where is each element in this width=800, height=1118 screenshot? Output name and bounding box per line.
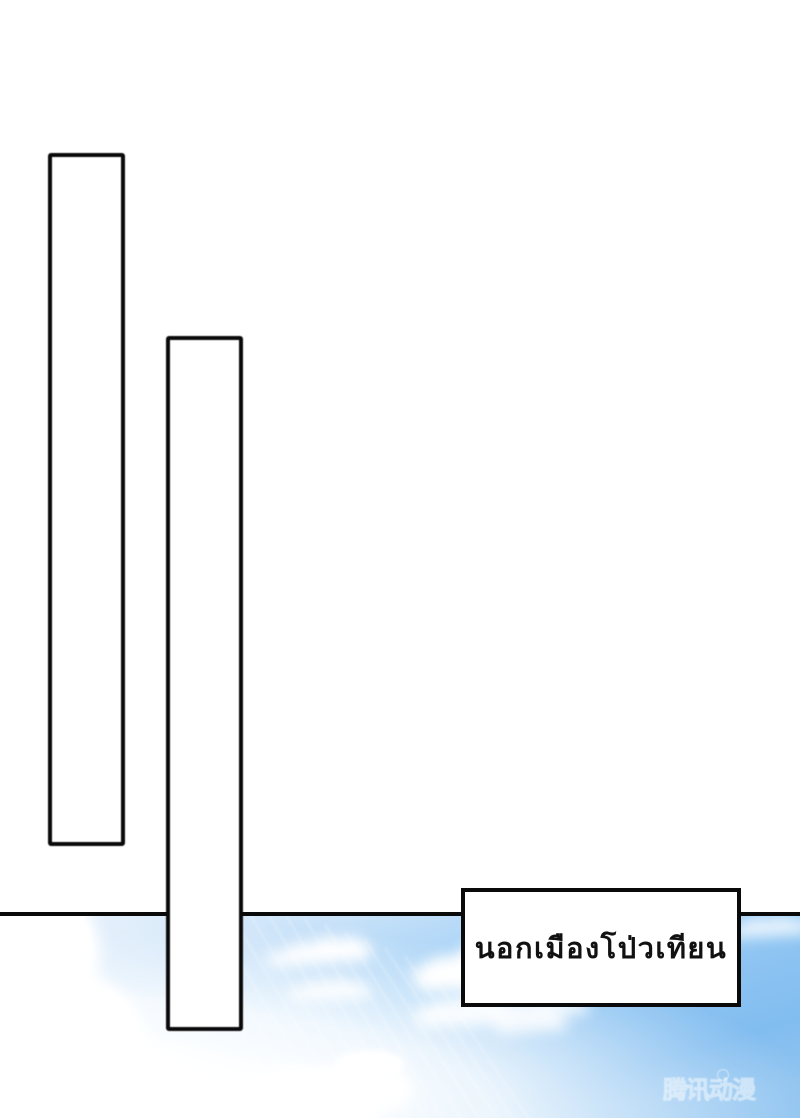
svg-text:腾讯动漫: 腾讯动漫: [663, 1077, 756, 1104]
